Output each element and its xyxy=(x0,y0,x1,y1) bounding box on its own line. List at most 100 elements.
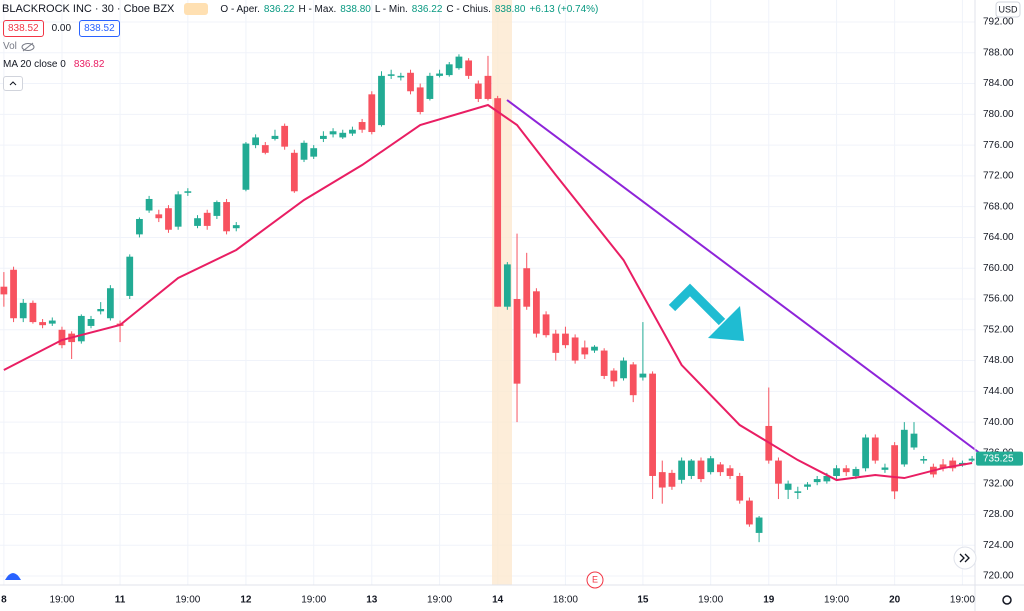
candle-body xyxy=(871,437,879,461)
candle-body xyxy=(746,500,753,525)
candle-body xyxy=(687,460,695,476)
candle-body xyxy=(503,264,511,307)
candle-body xyxy=(862,437,869,469)
indicator-label: MA 20 close 0 xyxy=(3,59,66,70)
ohlc-label: C - Chius. xyxy=(446,3,491,15)
indicator-value: 836.82 xyxy=(73,59,105,70)
candle-body xyxy=(649,373,656,476)
volume-row: Vol xyxy=(3,41,35,52)
candle-body xyxy=(29,302,37,323)
candle-body xyxy=(436,73,443,76)
candle-body xyxy=(48,320,56,324)
collapse-button[interactable] xyxy=(3,76,23,91)
candle-body xyxy=(668,472,676,487)
ohlc-value: 836.22 xyxy=(411,3,443,15)
candle-body xyxy=(716,464,724,473)
sell-button[interactable]: 838.52 xyxy=(3,20,44,37)
x-tick-label: 11 xyxy=(115,595,126,606)
volume-label: Vol xyxy=(3,41,17,52)
candle-body xyxy=(145,198,153,211)
last-price-tag xyxy=(976,451,1023,466)
candle-body xyxy=(881,467,889,470)
y-tick-label: 748.00 xyxy=(983,355,1014,366)
logo[interactable] xyxy=(5,573,21,580)
legend-row: BLACKROCK INC · 30 · Cboe BZX O - Aper. 8… xyxy=(2,3,598,15)
candle-body xyxy=(523,268,531,307)
candle-body xyxy=(426,75,434,99)
candle-body xyxy=(891,445,899,492)
candle-body xyxy=(600,350,608,376)
x-tick-label: 19 xyxy=(763,595,775,606)
ohlc-label: L - Min. xyxy=(374,3,408,15)
candle-body xyxy=(203,212,211,226)
y-tick-label: 764.00 xyxy=(983,232,1014,243)
candle-body xyxy=(542,314,550,336)
candle-body xyxy=(58,329,66,346)
buy-button[interactable]: 838.52 xyxy=(79,20,120,37)
settings-icon[interactable] xyxy=(1002,595,1012,605)
badge[interactable] xyxy=(184,3,209,15)
ohlc-value: 838.80 xyxy=(494,3,526,15)
x-tick-label: 19:00 xyxy=(49,595,74,606)
candle-body xyxy=(368,94,376,133)
candle-body xyxy=(474,83,482,99)
eye-icon[interactable] xyxy=(21,42,35,52)
candle-body xyxy=(833,468,840,476)
candle-body xyxy=(136,218,143,235)
candle-body xyxy=(339,132,347,138)
candle-body xyxy=(97,309,105,312)
spread: 0.00 xyxy=(51,23,72,34)
x-tick-label: 19:00 xyxy=(427,595,452,606)
x-tick-label: 14 xyxy=(492,595,504,606)
candle-body xyxy=(775,460,782,484)
trend-line[interactable] xyxy=(506,99,986,458)
currency-box[interactable] xyxy=(995,1,1021,18)
candle-body xyxy=(19,302,27,319)
candle-body xyxy=(77,315,85,342)
ohlc-value: 836.22 xyxy=(263,3,295,15)
candle-body xyxy=(552,333,560,353)
candle-body xyxy=(823,475,831,482)
candle-body xyxy=(155,214,163,219)
candle-body xyxy=(349,129,356,134)
candle-body xyxy=(581,347,589,355)
y-tick-label: 732.00 xyxy=(983,478,1014,489)
candle-body xyxy=(842,468,850,473)
ohlc: O - Aper. 836.22 H - Max. 838.80 L - Min. 836… xyxy=(220,4,525,15)
candle-body xyxy=(223,202,230,232)
y-tick-label: 768.00 xyxy=(983,201,1014,212)
event-marker[interactable] xyxy=(586,571,604,589)
candle-body xyxy=(736,475,744,501)
candle-body xyxy=(290,152,298,192)
change: +6.13 (+0.74%) xyxy=(529,3,599,15)
candle-body xyxy=(968,458,976,461)
candle-body xyxy=(39,322,46,326)
x-tick-label: 18:00 xyxy=(553,595,578,606)
candle-body xyxy=(232,225,240,229)
candle-body xyxy=(194,218,201,226)
candle-body xyxy=(484,75,492,99)
candle-body xyxy=(252,137,259,146)
candle-body xyxy=(494,98,502,307)
candle-body xyxy=(387,74,395,76)
candle-body xyxy=(920,459,928,461)
candle-body xyxy=(358,122,366,130)
candle-body xyxy=(174,194,182,227)
y-tick-label: 728.00 xyxy=(983,509,1014,520)
ohlc-value: 838.80 xyxy=(340,3,371,15)
collapse-icon xyxy=(9,81,17,86)
y-tick-label: 776.00 xyxy=(983,140,1014,151)
y-tick-label: 752.00 xyxy=(983,324,1014,335)
candle-body xyxy=(184,191,192,193)
trade-row: 838.52 0.00 838.52 xyxy=(3,20,120,37)
candle-body xyxy=(165,208,172,230)
ohlc-label: O - Aper. xyxy=(220,3,260,15)
x-tick-label: 20 xyxy=(889,595,901,606)
candle-body xyxy=(755,517,763,533)
x-tick-label: 19:00 xyxy=(950,595,975,606)
candle-body xyxy=(310,148,318,157)
scroll-button[interactable] xyxy=(953,546,977,570)
candle-body xyxy=(658,472,666,488)
candle-body xyxy=(378,75,385,126)
y-tick-label: 784.00 xyxy=(983,78,1014,89)
